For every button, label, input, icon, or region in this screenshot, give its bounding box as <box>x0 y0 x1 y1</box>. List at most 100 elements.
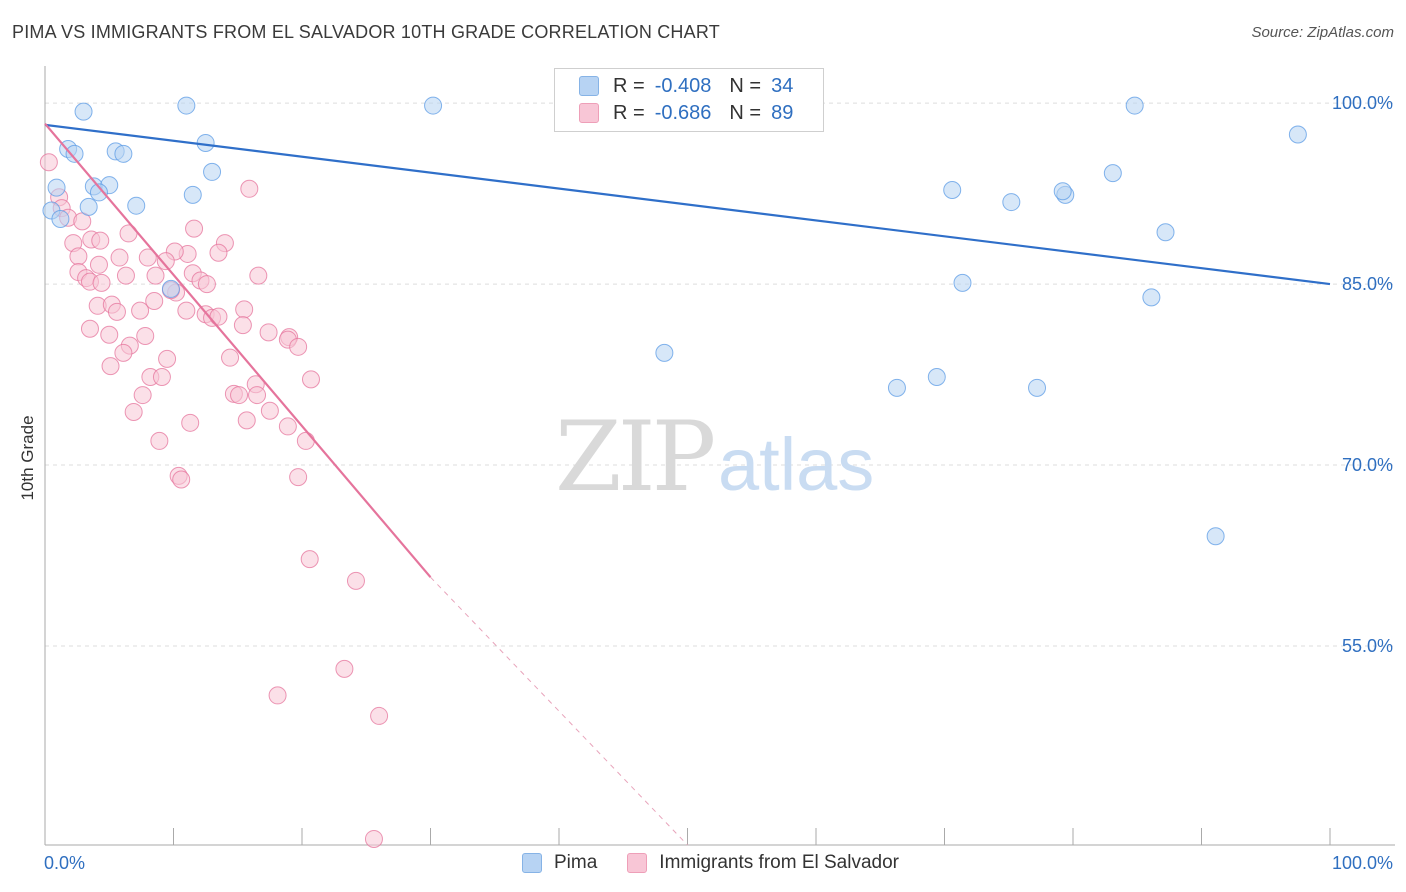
salvador-point <box>370 706 389 725</box>
salvador-trendline-extension <box>430 576 688 846</box>
y-tick-label: 100.0% <box>1332 93 1393 113</box>
correlation-legend: R = -0.408 N = 34 R = -0.686 N = 89 <box>554 68 824 132</box>
n-label: N = <box>729 74 762 97</box>
salvador-point <box>177 301 196 320</box>
series-legend: Pima Immigrants from El Salvador <box>522 852 929 874</box>
salvador-trendline <box>44 122 432 578</box>
legend-row-salvador: R = -0.686 N = 89 <box>579 100 793 126</box>
pima-point <box>1288 125 1307 144</box>
pima-point <box>114 144 133 163</box>
salvador-point <box>150 431 169 450</box>
salvador-swatch <box>627 853 648 873</box>
legend-label-pima: Pima <box>554 852 598 873</box>
salvador-point <box>152 367 171 386</box>
salvador-point <box>259 323 278 342</box>
r-label: R = <box>613 101 645 124</box>
salvador-point <box>240 179 259 198</box>
salvador-point <box>92 273 111 292</box>
pima-point <box>65 144 84 163</box>
pima-swatch <box>579 76 599 96</box>
y-tick-label: 70.0% <box>1342 455 1393 475</box>
pima-point <box>1206 527 1225 546</box>
salvador-point <box>278 417 297 436</box>
salvador-point <box>124 402 143 421</box>
salvador-point <box>181 413 200 432</box>
pima-point <box>177 96 196 115</box>
pima-point <box>74 102 93 121</box>
salvador-point <box>156 252 175 271</box>
legend-item-pima[interactable]: Pima <box>522 852 597 874</box>
n-value: 34 <box>771 74 794 97</box>
pima-point <box>1156 223 1175 242</box>
pima-point <box>161 279 180 298</box>
salvador-point <box>296 431 315 450</box>
salvador-point <box>289 468 308 487</box>
salvador-point <box>197 275 216 294</box>
salvador-point <box>110 248 129 267</box>
salvador-point <box>289 337 308 356</box>
pima-point <box>47 178 66 197</box>
salvador-point <box>39 153 58 172</box>
salvador-point <box>107 302 126 321</box>
pima-swatch <box>522 853 542 873</box>
legend-row-pima: R = -0.408 N = 34 <box>579 73 793 99</box>
n-value: 89 <box>771 101 794 124</box>
pima-point <box>927 367 946 386</box>
n-label: N = <box>729 101 762 124</box>
source-label: Source: ZipAtlas.com <box>1251 24 1394 41</box>
salvador-point <box>114 343 133 362</box>
pima-point <box>183 185 202 204</box>
y-axis-title: 10th Grade <box>18 415 37 501</box>
pima-point <box>127 196 146 215</box>
pima-point <box>887 378 906 397</box>
y-tick-label: 55.0% <box>1342 636 1393 656</box>
salvador-point <box>69 247 88 266</box>
salvador-point <box>172 470 191 489</box>
salvador-swatch <box>579 103 599 123</box>
salvador-point <box>131 301 150 320</box>
legend-item-salvador[interactable]: Immigrants from El Salvador <box>627 852 899 874</box>
pima-point <box>1142 288 1161 307</box>
pima-point <box>424 96 443 115</box>
watermark-atlas: atlas <box>718 423 874 506</box>
pima-point <box>89 183 108 202</box>
pima-point <box>1028 378 1047 397</box>
x-tick-label: 0.0% <box>44 853 85 873</box>
salvador-point <box>301 370 320 389</box>
legend-label-salvador: Immigrants from El Salvador <box>659 852 899 873</box>
pima-point <box>51 209 70 228</box>
salvador-point <box>237 411 256 430</box>
pima-point <box>1002 193 1021 212</box>
salvador-point <box>145 291 164 310</box>
salvador-point <box>221 348 240 367</box>
salvador-point <box>260 401 279 420</box>
pima-point <box>655 343 674 362</box>
salvador-point <box>89 255 108 274</box>
salvador-point <box>209 243 228 262</box>
salvador-point <box>185 219 204 238</box>
salvador-point <box>335 659 354 678</box>
salvador-point <box>209 307 228 326</box>
pima-point <box>1125 96 1144 115</box>
salvador-point <box>346 571 365 590</box>
salvador-point <box>133 386 152 405</box>
salvador-point <box>268 686 287 705</box>
pima-trendline <box>44 123 1331 286</box>
salvador-point <box>146 266 165 285</box>
salvador-point <box>235 300 254 319</box>
pima-point <box>1103 164 1122 183</box>
salvador-point <box>364 829 383 848</box>
watermark-zip: ZIP <box>555 401 714 513</box>
salvador-point <box>100 325 119 344</box>
r-value: -0.408 <box>654 74 712 97</box>
salvador-point <box>101 357 120 376</box>
salvador-point <box>230 386 249 405</box>
salvador-point <box>158 349 177 368</box>
pima-point <box>79 197 98 216</box>
salvador-point <box>300 550 319 569</box>
pima-point <box>203 162 222 181</box>
pima-point <box>953 273 972 292</box>
salvador-point <box>248 386 267 405</box>
pima-point <box>943 181 962 200</box>
